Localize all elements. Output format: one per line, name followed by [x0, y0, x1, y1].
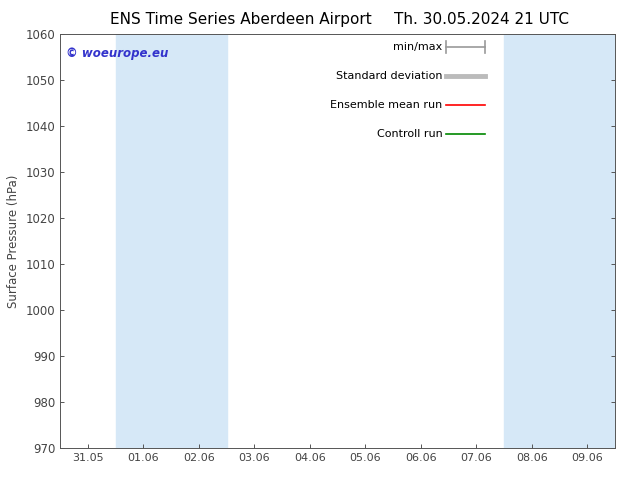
Text: Controll run: Controll run	[377, 129, 443, 139]
Y-axis label: Surface Pressure (hPa): Surface Pressure (hPa)	[7, 174, 20, 308]
Text: ENS Time Series Aberdeen Airport: ENS Time Series Aberdeen Airport	[110, 12, 372, 27]
Bar	[504, 34, 559, 448]
Text: min/max: min/max	[393, 42, 443, 52]
Text: Standard deviation: Standard deviation	[336, 71, 443, 81]
Text: © woeurope.eu: © woeurope.eu	[66, 47, 168, 60]
Bar	[559, 34, 615, 448]
Text: Ensemble mean run: Ensemble mean run	[330, 99, 443, 110]
Text: Th. 30.05.2024 21 UTC: Th. 30.05.2024 21 UTC	[394, 12, 569, 27]
Bar	[115, 34, 227, 448]
